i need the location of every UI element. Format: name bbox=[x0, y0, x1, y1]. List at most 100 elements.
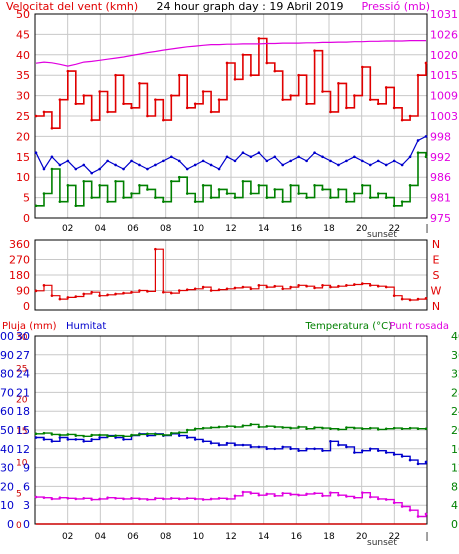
wind-gust-point bbox=[130, 106, 133, 110]
wind-direction-point bbox=[424, 296, 428, 300]
wind-average-point bbox=[305, 159, 308, 163]
humidity-point bbox=[281, 445, 285, 449]
panel3-sunset-label: sunset bbox=[367, 538, 397, 548]
humidity-point bbox=[177, 434, 181, 437]
wind-minimum-point bbox=[185, 192, 189, 195]
wind-minimum-point bbox=[297, 192, 300, 195]
temperature-point bbox=[376, 428, 380, 431]
humidity-point bbox=[74, 438, 78, 441]
temperature-point bbox=[185, 428, 189, 432]
panel3-hour-ticks: 02 04 06 08 10 12 14 16 18 20 22 | bbox=[62, 532, 429, 542]
temperature-point bbox=[416, 427, 420, 431]
wind-average-point bbox=[106, 159, 109, 163]
wind-gust-point bbox=[66, 69, 70, 73]
wind-direction-point bbox=[154, 247, 157, 251]
wind-direction-point bbox=[368, 284, 372, 287]
wind-minimum-point bbox=[368, 196, 372, 199]
speed-tick-label: 0 bbox=[23, 212, 30, 225]
wind-direction-point bbox=[416, 297, 420, 301]
temperature-point bbox=[82, 434, 86, 438]
humidity-point bbox=[185, 436, 189, 439]
wind-direction-point bbox=[392, 294, 396, 297]
dewpoint-point bbox=[50, 497, 54, 501]
humidity-point bbox=[34, 436, 38, 439]
temperature-point bbox=[146, 432, 149, 436]
temp-left-tick-label: 30 bbox=[16, 330, 30, 343]
hour-tick-label: 10 bbox=[193, 532, 205, 542]
wind-average-point bbox=[361, 159, 364, 163]
wind-minimum-point bbox=[305, 196, 308, 199]
wind-direction-point bbox=[34, 289, 38, 293]
wind-direction-point bbox=[185, 288, 189, 291]
wind-gust-point bbox=[146, 114, 149, 118]
rain-tick-label: 10 bbox=[16, 458, 28, 468]
humidity-point bbox=[368, 447, 372, 451]
wind-gust-point bbox=[424, 61, 428, 65]
temperature-point bbox=[154, 433, 157, 436]
wind-average-line bbox=[35, 135, 427, 174]
hour-tick-label: 02 bbox=[62, 224, 73, 234]
wind-minimum-point bbox=[384, 196, 388, 199]
pressure-tick-label: 1003 bbox=[430, 110, 458, 123]
panel3-series bbox=[34, 423, 428, 525]
dewpoint-point bbox=[42, 496, 46, 499]
wind-direction-point bbox=[400, 297, 404, 301]
wind-minimum-point bbox=[130, 192, 133, 195]
wind-minimum-point bbox=[376, 192, 380, 195]
temperature-point bbox=[368, 426, 372, 430]
dewpoint-point bbox=[98, 497, 101, 501]
humidity-point bbox=[233, 443, 237, 447]
dewpoint-point bbox=[138, 497, 141, 501]
wind-average-point bbox=[329, 159, 332, 163]
humidity-tick-label: 30 bbox=[0, 462, 14, 475]
dewpoint-point bbox=[384, 498, 388, 501]
wind-direction-point bbox=[146, 290, 149, 293]
temperature-point bbox=[257, 425, 261, 429]
pressure-tick-label: 986 bbox=[430, 171, 451, 184]
temp-right-tick-label: 28 bbox=[451, 386, 459, 399]
wind-minimum-point bbox=[281, 200, 285, 203]
wind-average-point bbox=[82, 163, 86, 167]
compass-label: S bbox=[433, 269, 440, 282]
dewpoint-point bbox=[122, 497, 125, 501]
humidity-tick-label: 80 bbox=[0, 368, 14, 381]
humidity-point bbox=[225, 441, 229, 445]
degree-tick-label: 0 bbox=[23, 300, 30, 313]
speed-tick-label: 35 bbox=[16, 69, 30, 82]
wind-direction-point bbox=[130, 290, 133, 294]
humidity-tick-label: 40 bbox=[0, 443, 14, 456]
wind-direction-point bbox=[98, 294, 101, 297]
hour-tick-label: 04 bbox=[95, 532, 107, 542]
panel1-sunset-label: sunset bbox=[367, 230, 397, 240]
humidity-point bbox=[90, 438, 94, 441]
humidity-point bbox=[408, 458, 412, 462]
dewpoint-point bbox=[162, 497, 165, 501]
wind-average-point bbox=[58, 163, 62, 167]
hour-tick-label: 06 bbox=[127, 224, 139, 234]
wind-direction-point bbox=[90, 290, 94, 294]
dewpoint-point bbox=[376, 497, 380, 501]
humidity-tick-label: 90 bbox=[0, 349, 14, 362]
dewpoint-point bbox=[217, 497, 221, 500]
wind-direction-point bbox=[313, 286, 316, 290]
humidity-point bbox=[42, 438, 46, 441]
wind-direction-point bbox=[337, 284, 340, 288]
wind-direction-point bbox=[42, 284, 46, 287]
panel3-humidity-ticks: 0 10 20 30 40 50 60 70 80 90 100 bbox=[0, 330, 14, 531]
temperature-point bbox=[329, 427, 332, 431]
wind-gust-point bbox=[122, 102, 125, 106]
wind-gust-point bbox=[177, 73, 181, 77]
temp-left-tick-label: 9 bbox=[23, 462, 30, 475]
dewpoint-point bbox=[249, 491, 253, 495]
temperature-point bbox=[138, 433, 141, 436]
dewpoint-point bbox=[281, 491, 285, 495]
wind-gust-point bbox=[297, 73, 300, 77]
temperature-point bbox=[114, 434, 117, 437]
wind-minimum-point bbox=[193, 200, 197, 203]
wind-minimum-point bbox=[361, 184, 364, 187]
rain-axis-title: Pluja (mm) bbox=[2, 321, 57, 332]
dewpoint-point bbox=[368, 495, 372, 499]
wind-gust-point bbox=[82, 94, 86, 97]
humidity-point bbox=[265, 447, 269, 451]
